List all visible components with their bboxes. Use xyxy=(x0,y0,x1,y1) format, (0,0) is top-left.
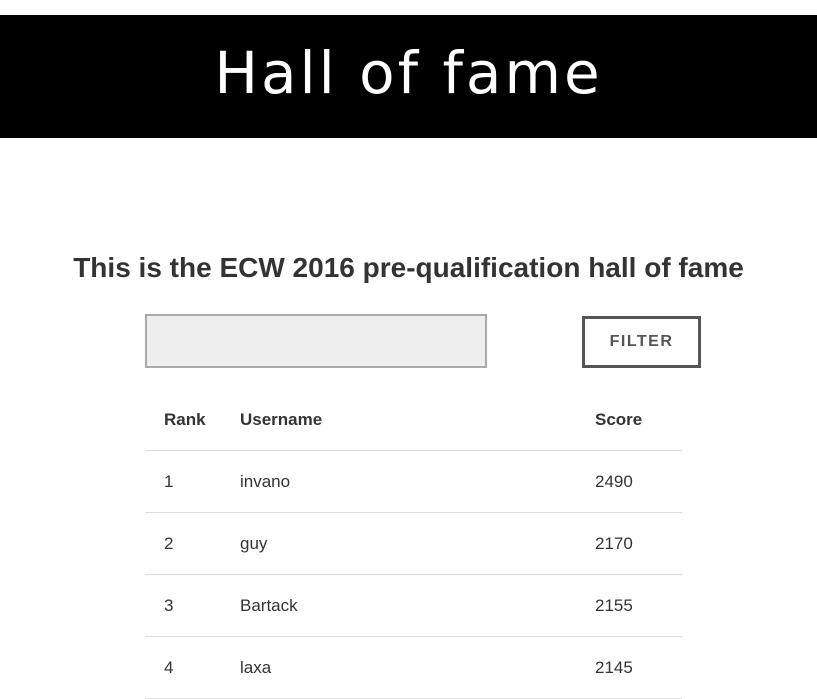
score-cell: 2145 xyxy=(595,636,682,699)
username-cell: Bartack xyxy=(240,574,595,637)
score-cell: 2170 xyxy=(595,512,682,575)
column-header-rank: Rank xyxy=(145,390,240,451)
username-cell: guy xyxy=(240,512,595,575)
score-cell: 2490 xyxy=(595,450,682,513)
page-title: Hall of fame xyxy=(214,38,603,107)
table-row: 4 laxa 2145 xyxy=(145,636,682,699)
filter-button[interactable]: FILTER xyxy=(582,316,701,368)
username-cell: laxa xyxy=(240,636,595,699)
table-row: 1 invano 2490 xyxy=(145,450,682,513)
rank-cell: 3 xyxy=(145,574,240,637)
rank-cell: 2 xyxy=(145,512,240,575)
filter-input[interactable] xyxy=(145,314,487,368)
table-row: 2 guy 2170 xyxy=(145,512,682,575)
username-cell: invano xyxy=(240,450,595,513)
table-header-row: Rank Username Score xyxy=(145,390,682,451)
hall-of-fame-table: Rank Username Score 1 invano 2490 2 guy … xyxy=(145,390,682,699)
table-row: 3 Bartack 2155 xyxy=(145,574,682,637)
header-banner: Hall of fame xyxy=(0,15,817,138)
rank-cell: 4 xyxy=(145,636,240,699)
column-header-username: Username xyxy=(240,390,595,451)
score-cell: 2155 xyxy=(595,574,682,637)
column-header-score: Score xyxy=(595,390,682,451)
page-subtitle: This is the ECW 2016 pre-qualification h… xyxy=(73,252,744,283)
rank-cell: 1 xyxy=(145,450,240,513)
